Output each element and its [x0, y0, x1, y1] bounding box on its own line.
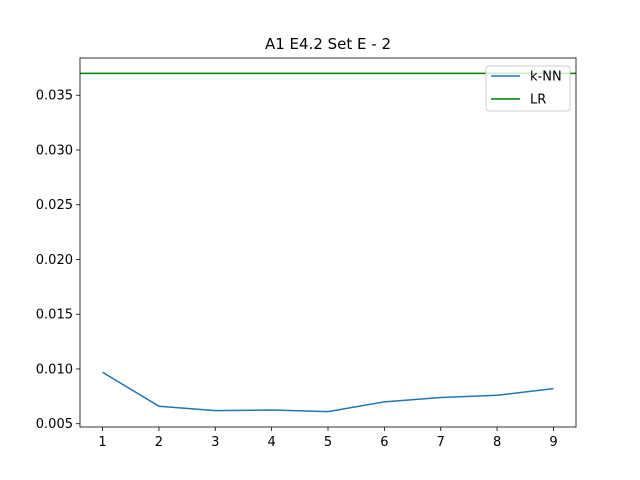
x-tick-label: 1	[98, 435, 106, 450]
x-tick-label: 6	[380, 435, 388, 450]
chart-title: A1 E4.2 Set E - 2	[265, 35, 391, 53]
y-tick-label: 0.020	[36, 253, 73, 268]
y-tick-label: 0.030	[36, 143, 73, 158]
y-tick-label: 0.015	[36, 308, 73, 323]
axes-layer: 1 2 3 4 5 6 7 8 9 0.005 0.010 0.015 0.020 0.025 0.030 0…	[36, 57, 577, 450]
x-tick-label: 5	[324, 435, 332, 450]
y-tick-label: 0.025	[36, 198, 73, 213]
x-tick-label: 4	[267, 435, 275, 450]
x-tick-label: 8	[493, 435, 501, 450]
series-line-k-nn	[102, 371, 554, 413]
legend-label-lr: LR	[530, 93, 546, 108]
y-tick-label: 0.010	[36, 362, 73, 377]
legend-label-k-nn: k-NN	[530, 70, 562, 85]
legend: k-NN LR	[485, 65, 571, 112]
y-tick-label: 0.005	[36, 417, 73, 432]
x-tick-label: 7	[437, 435, 445, 450]
x-tick-label: 2	[155, 435, 163, 450]
y-tick-label: 0.035	[36, 89, 73, 104]
x-tick-label: 9	[549, 435, 557, 450]
x-tick-label: 3	[211, 435, 219, 450]
